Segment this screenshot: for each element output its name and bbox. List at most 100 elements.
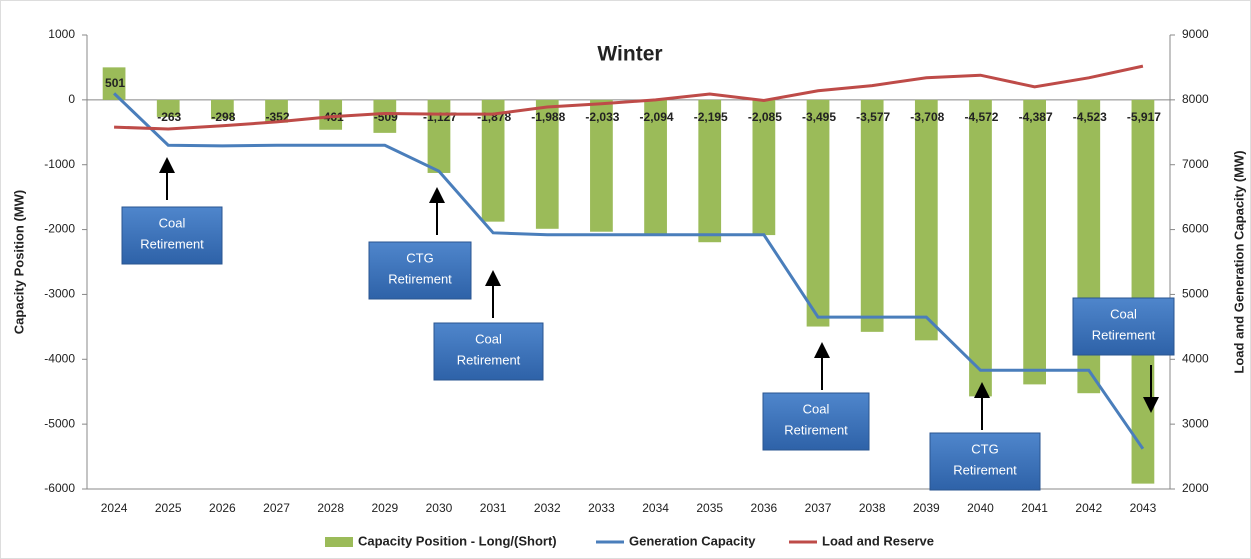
x-tick-label: 2032 [534,501,561,515]
bar [265,99,288,123]
bar [914,99,938,341]
x-tick-label: 2033 [588,501,615,515]
annotation-text: Retirement [784,422,848,437]
value-label: -5,917 [1127,110,1161,124]
bar [373,99,397,133]
annotation-text: Coal [475,331,502,346]
annotation-text: Retirement [953,462,1017,477]
value-label: -4,572 [964,110,998,124]
y2-tick-label: 3000 [1182,416,1209,430]
y-tick-label: -5000 [44,416,75,430]
value-label: 501 [105,76,125,90]
line [113,92,1145,450]
x-tick-label: 2024 [101,501,128,515]
annotation-text: CTG [971,441,998,456]
y2-tick-label: 4000 [1182,351,1209,365]
annotation-box [929,432,1041,491]
value-label: -3,495 [802,110,836,124]
x-tick-label: 2040 [967,501,994,515]
annotation-box [1072,297,1175,356]
annotation-text: CTG [406,250,433,265]
annotation-text: Coal [803,401,830,416]
annotation-text: Retirement [1092,327,1156,342]
x-tick-label: 2027 [263,501,290,515]
y2-tick-label: 2000 [1182,481,1209,495]
legend-label: Capacity Position - Long/(Short) [358,533,557,548]
bar [969,99,992,397]
y2-tick-label: 7000 [1182,157,1209,171]
line [114,64,1144,131]
bar [102,67,126,100]
value-label: -4,523 [1073,110,1107,124]
x-tick-label: 2035 [696,501,723,515]
value-label: -263 [157,110,181,124]
y-tick-label: 1000 [48,27,75,41]
x-tick-label: 2037 [805,501,832,515]
y-tick-label: 0 [68,92,75,106]
x-tick-label: 2030 [426,501,453,515]
value-label: -3,577 [856,110,890,124]
value-label: -298 [211,110,235,124]
x-tick-label: 2042 [1075,501,1102,515]
value-label: -3,708 [910,110,944,124]
y2-tick-label: 8000 [1182,92,1209,106]
bar [535,99,559,229]
annotation-text: Retirement [140,236,204,251]
x-tick-label: 2041 [1021,501,1048,515]
legend-label: Generation Capacity [629,533,756,548]
x-tick-label: 2039 [913,501,940,515]
value-label: -1,988 [531,110,565,124]
x-tick-label: 2031 [480,501,507,515]
bar [644,99,667,236]
x-tick-label: 2038 [859,501,886,515]
bar [319,99,343,130]
bar [1131,99,1155,484]
bar [698,99,722,243]
bar [806,99,830,327]
bar [211,99,234,120]
value-label: -1,127 [423,110,457,124]
value-label: -2,195 [694,110,728,124]
x-tick-label: 2029 [371,501,398,515]
annotation-box [121,206,223,265]
value-label: -2,033 [585,110,619,124]
y-tick-label: -3000 [44,287,75,301]
value-label: -4,387 [1019,110,1053,124]
annotation-box [762,392,870,451]
bar [481,99,505,222]
bar [752,99,776,236]
annotation-box [368,241,472,300]
y-tick-label: -4000 [44,351,75,365]
bar [860,99,884,332]
bar [590,99,613,232]
y2-tick-label: 9000 [1182,27,1209,41]
value-label: -2,094 [640,110,674,124]
annotation-text: Retirement [457,352,521,367]
annotation-box [433,322,544,381]
chart-title: Winter [597,43,662,66]
x-tick-label: 2036 [751,501,778,515]
x-tick-label: 2028 [317,501,344,515]
y2-axis-title: Load and Generation Capacity (MW) [1231,150,1246,373]
y-axis-title: Capacity Position (MW) [11,190,26,334]
annotation-text: Coal [1110,306,1137,321]
bar [156,99,180,117]
x-tick-label: 2034 [642,501,669,515]
value-label: -2,085 [748,110,782,124]
x-tick-label: 2043 [1130,501,1157,515]
annotation-text: Retirement [388,271,452,286]
bar [1023,99,1046,385]
legend-label: Load and Reserve [822,533,934,548]
y2-tick-label: 5000 [1182,287,1209,301]
bar [427,99,451,173]
y2-tick-label: 6000 [1182,222,1209,236]
x-tick-label: 2025 [155,501,182,515]
annotation-text: Coal [159,215,186,230]
y-tick-label: -6000 [44,481,75,495]
legend-swatch [325,537,353,547]
x-tick-label: 2026 [209,501,236,515]
y-tick-label: -1000 [44,157,75,171]
y-tick-label: -2000 [44,222,75,236]
